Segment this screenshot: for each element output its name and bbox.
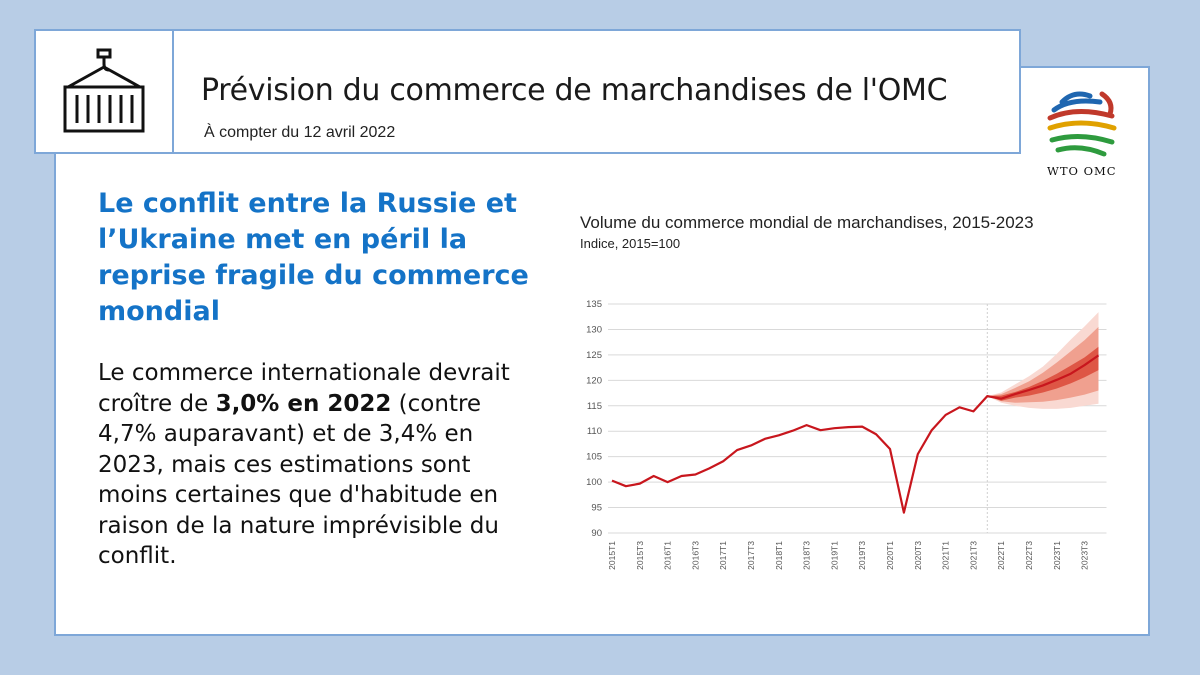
y-tick-label: 110 xyxy=(587,426,602,437)
y-tick-label: 100 xyxy=(586,477,602,488)
y-tick-label: 135 xyxy=(586,299,602,310)
y-tick-label: 90 xyxy=(591,528,602,539)
y-tick-label: 120 xyxy=(586,375,602,386)
body-text-bold: 3,0% en 2022 xyxy=(215,390,392,417)
headline: Le conflit entre la Russie et l’Ukraine … xyxy=(98,188,529,327)
x-tick-label: 2015T3 xyxy=(635,541,645,570)
x-tick-label: 2021T1 xyxy=(941,541,951,570)
x-tick-label: 2017T3 xyxy=(746,541,756,570)
x-tick-label: 2022T1 xyxy=(996,541,1006,570)
x-tick-label: 2018T1 xyxy=(774,541,784,570)
x-tick-label: 2016T3 xyxy=(690,541,700,570)
wto-logo-text: WTO OMC xyxy=(1047,164,1117,178)
x-tick-label: 2015T1 xyxy=(607,541,617,570)
x-tick-label: 2023T1 xyxy=(1052,541,1062,570)
x-tick-label: 2020T1 xyxy=(885,541,895,570)
x-tick-label: 2020T3 xyxy=(913,541,923,570)
trade-volume-series-line xyxy=(611,354,1100,514)
y-tick-label: 115 xyxy=(587,401,602,412)
y-tick-label: 105 xyxy=(586,452,602,463)
y-tick-label: 130 xyxy=(586,324,602,335)
wto-logo-icon xyxy=(1047,91,1117,157)
body-text-part1: Le commerce internationale devrait croît… xyxy=(98,360,510,417)
trade-volume-chart: 90 95 100 105 110 115 120 125 130 135 2015T1 2015T3… xyxy=(586,299,1107,570)
x-tick-label: 2018T3 xyxy=(802,541,812,570)
x-tick-label: 2019T3 xyxy=(857,541,867,570)
page-title: Prévision du commerce de marchandises de… xyxy=(201,73,948,108)
icon-box xyxy=(36,31,174,152)
uncertainty-band xyxy=(987,346,1099,401)
page-subtitle: À compter du 12 avril 2022 xyxy=(204,124,396,141)
body-text-part2: (contre 4,7% auparavant) et de 3,4% en 2… xyxy=(98,390,499,570)
x-tick-label: 2017T1 xyxy=(718,541,728,570)
x-tick-label: 2021T3 xyxy=(968,541,978,570)
header-panel: Prévision du commerce de marchandises de… xyxy=(34,29,1021,154)
body-paragraph: Le commerce internationale devrait croît… xyxy=(98,358,538,572)
chart-subtitle: Indice, 2015=100 xyxy=(580,236,681,251)
uncertainty-band xyxy=(987,326,1099,403)
y-tick-label: 125 xyxy=(586,350,602,361)
chart-title: Volume du commerce mondial de marchandis… xyxy=(580,213,1034,232)
x-tick-label: 2019T1 xyxy=(829,541,839,570)
x-tick-label: 2016T1 xyxy=(663,541,673,570)
x-tick-label: 2023T3 xyxy=(1080,541,1090,570)
shipping-container-icon xyxy=(63,48,145,133)
y-tick-label: 95 xyxy=(591,503,602,514)
x-tick-label: 2022T3 xyxy=(1024,541,1034,570)
main-card xyxy=(54,66,1150,636)
